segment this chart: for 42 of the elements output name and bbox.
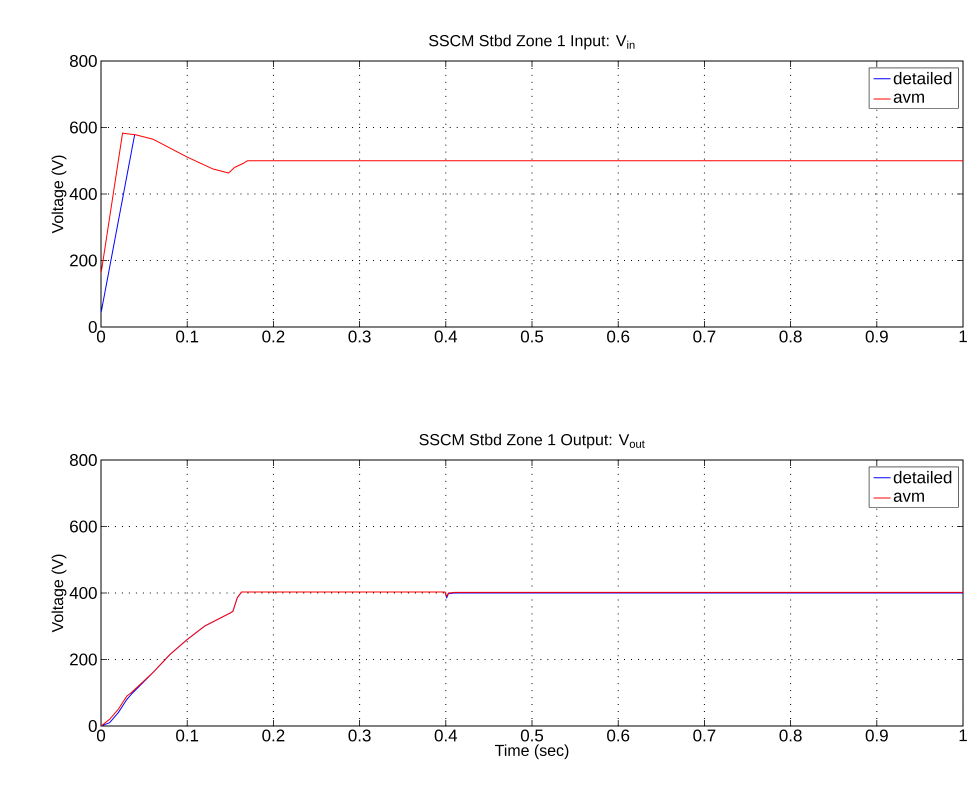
x-tick-label: 0.3 bbox=[348, 330, 371, 342]
legend-label: avm bbox=[894, 94, 924, 103]
x-tick-label: 0.3 bbox=[348, 729, 371, 742]
x-tick-label: 0.1 bbox=[176, 729, 198, 742]
x-tick-label: 0.5 bbox=[520, 330, 544, 342]
y-tick-label: 600 bbox=[70, 520, 97, 532]
x-tick-label: 0.9 bbox=[866, 729, 888, 742]
legend-label: avm bbox=[894, 492, 924, 502]
y-tick-label: 600 bbox=[70, 121, 97, 134]
x-tick-label: 0 bbox=[96, 330, 106, 342]
x-tick-label: 0.9 bbox=[866, 330, 888, 342]
x-tick-label: 0.2 bbox=[262, 330, 284, 342]
y-tick-label: 200 bbox=[70, 653, 97, 666]
x-tick-label: 0.4 bbox=[434, 729, 458, 742]
y-axis-title: Voltage (V) bbox=[52, 156, 66, 234]
y-tick-label: 0 bbox=[88, 720, 97, 732]
x-tick-label: 0.6 bbox=[607, 729, 630, 742]
y-tick-label: 800 bbox=[70, 54, 97, 67]
y-axis-title: Voltage (V) bbox=[52, 554, 66, 632]
x-tick-label: 0.7 bbox=[693, 330, 716, 342]
y-tick-label: 400 bbox=[70, 188, 97, 200]
x-axis-title: Time (sec) bbox=[495, 744, 568, 760]
x-tick-label: 0.4 bbox=[434, 330, 458, 342]
chart-title: SSCM Stbd Zone 1 Input: V$_{in}$ bbox=[429, 34, 634, 50]
x-tick-label: 0.2 bbox=[262, 729, 284, 742]
x-tick-label: 0.1 bbox=[176, 330, 198, 342]
line-series bbox=[101, 132, 964, 274]
y-tick-label: 200 bbox=[70, 254, 97, 266]
x-tick-label: 0.5 bbox=[520, 729, 544, 742]
legend-label: detailed bbox=[894, 72, 952, 84]
x-tick-label: 1 bbox=[960, 330, 967, 342]
y-tick-label: 400 bbox=[70, 586, 97, 599]
x-tick-label: 0.6 bbox=[607, 330, 630, 342]
x-tick-label: 0.7 bbox=[693, 729, 716, 742]
x-tick-label: 0.8 bbox=[779, 729, 802, 742]
y-tick-label: 0 bbox=[88, 320, 97, 333]
x-tick-label: 1 bbox=[960, 729, 967, 742]
y-tick-label: 800 bbox=[70, 454, 97, 466]
chart-title: SSCM Stbd Zone 1 Output: V$_{out}$ bbox=[419, 434, 645, 448]
x-tick-label: 0 bbox=[96, 729, 106, 742]
x-tick-label: 0.8 bbox=[779, 330, 802, 342]
legend-label: detailed bbox=[894, 470, 952, 484]
